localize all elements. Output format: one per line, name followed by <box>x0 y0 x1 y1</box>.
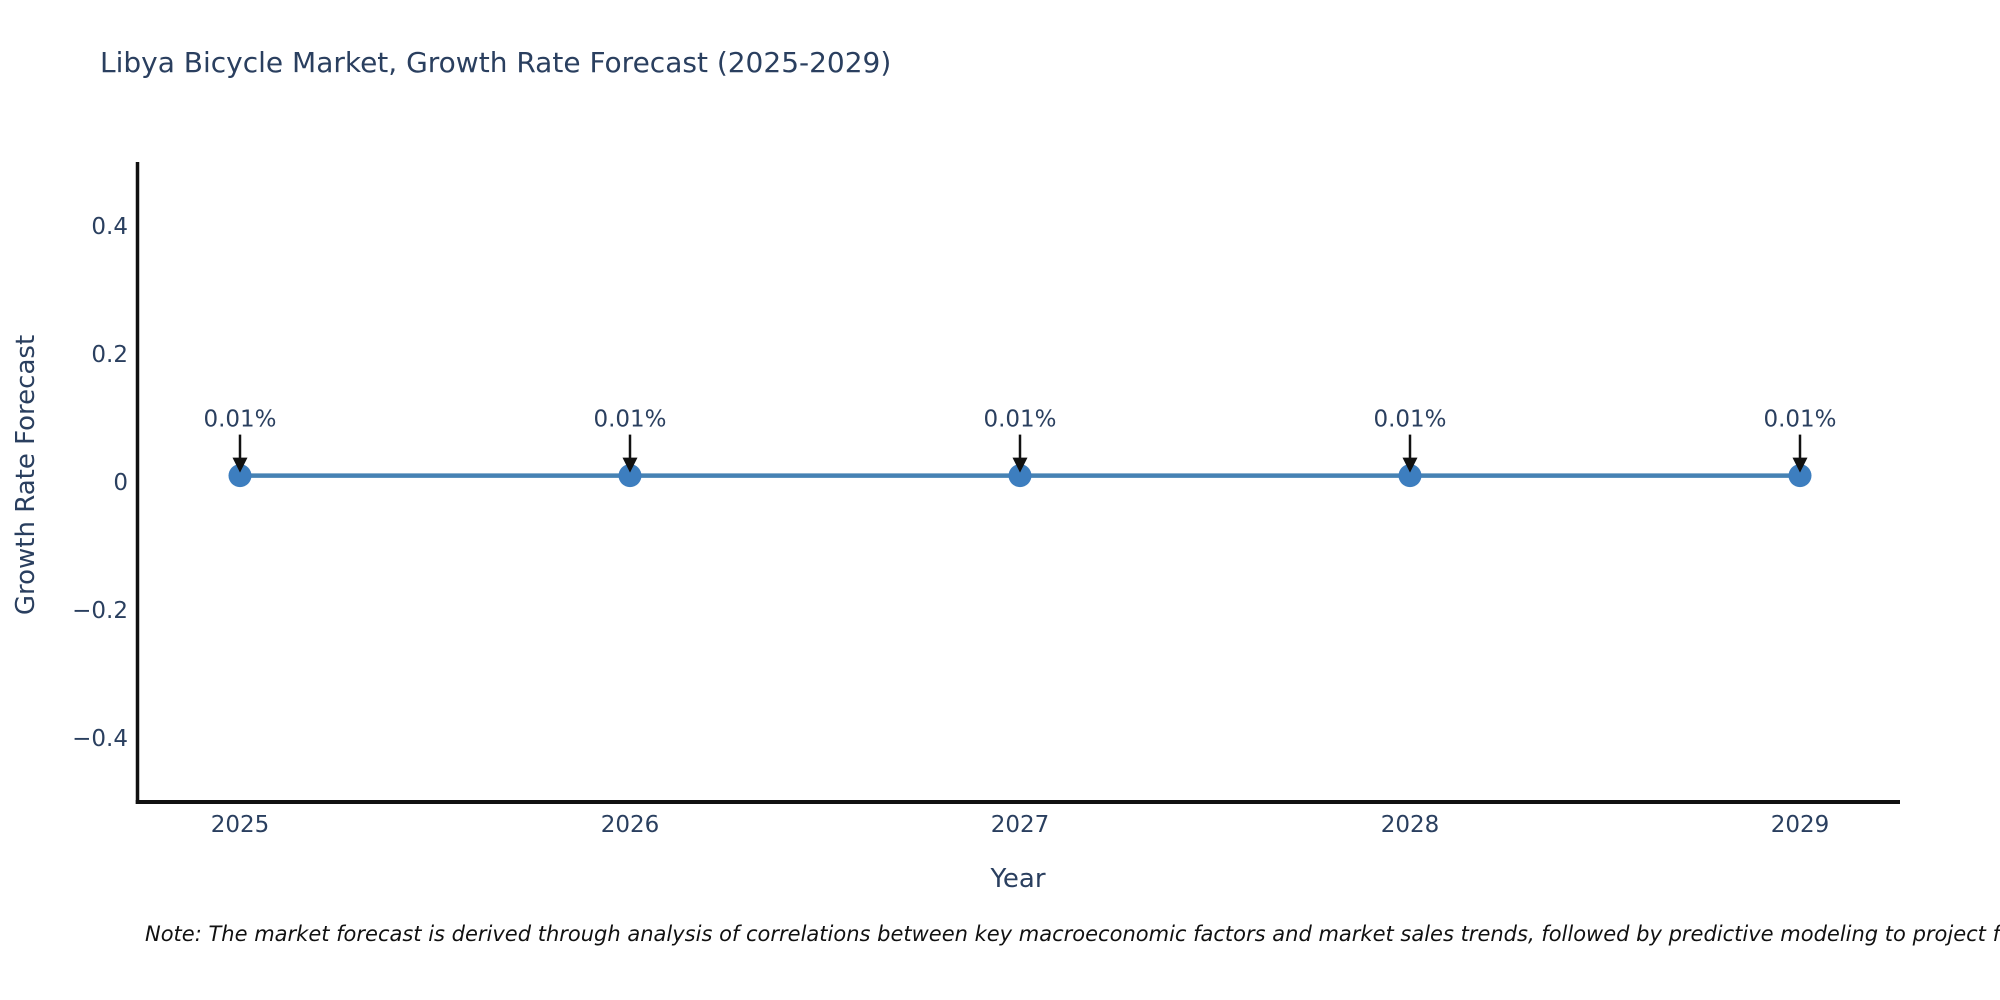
annotation-label: 0.01% <box>203 407 276 433</box>
y-tick-label: 0.4 <box>91 214 128 240</box>
y-tick-label: 0 <box>113 470 128 496</box>
x-tick-label: 2025 <box>211 812 270 838</box>
x-tick-label: 2029 <box>1771 812 1830 838</box>
x-axis-label: Year <box>989 864 1045 894</box>
data-point-marker <box>618 464 642 488</box>
data-point-marker <box>1008 464 1032 488</box>
y-tick-label: −0.4 <box>72 726 128 752</box>
data-point-marker <box>1398 464 1422 488</box>
annotation-label: 0.01% <box>1763 407 1836 433</box>
annotation-arrowhead <box>232 457 248 473</box>
annotation-arrowhead <box>622 457 638 473</box>
annotation-arrowhead <box>1402 457 1418 473</box>
y-tick-label: −0.2 <box>72 598 128 624</box>
annotation-label: 0.01% <box>1373 407 1446 433</box>
y-axis-label: Growth Rate Forecast <box>11 335 41 615</box>
data-point-marker <box>1788 464 1812 488</box>
annotation-label: 0.01% <box>593 407 666 433</box>
y-tick-label: 0.2 <box>91 342 128 368</box>
data-point-marker <box>228 464 252 488</box>
footnote: Note: The market forecast is derived thr… <box>145 922 2000 946</box>
x-tick-label: 2028 <box>1381 812 1440 838</box>
annotation-label: 0.01% <box>983 407 1056 433</box>
x-tick-label: 2027 <box>991 812 1050 838</box>
annotation-arrowhead <box>1012 457 1028 473</box>
x-tick-label: 2026 <box>601 812 660 838</box>
annotation-arrowhead <box>1792 457 1808 473</box>
chart-title: Libya Bicycle Market, Growth Rate Foreca… <box>100 46 892 79</box>
